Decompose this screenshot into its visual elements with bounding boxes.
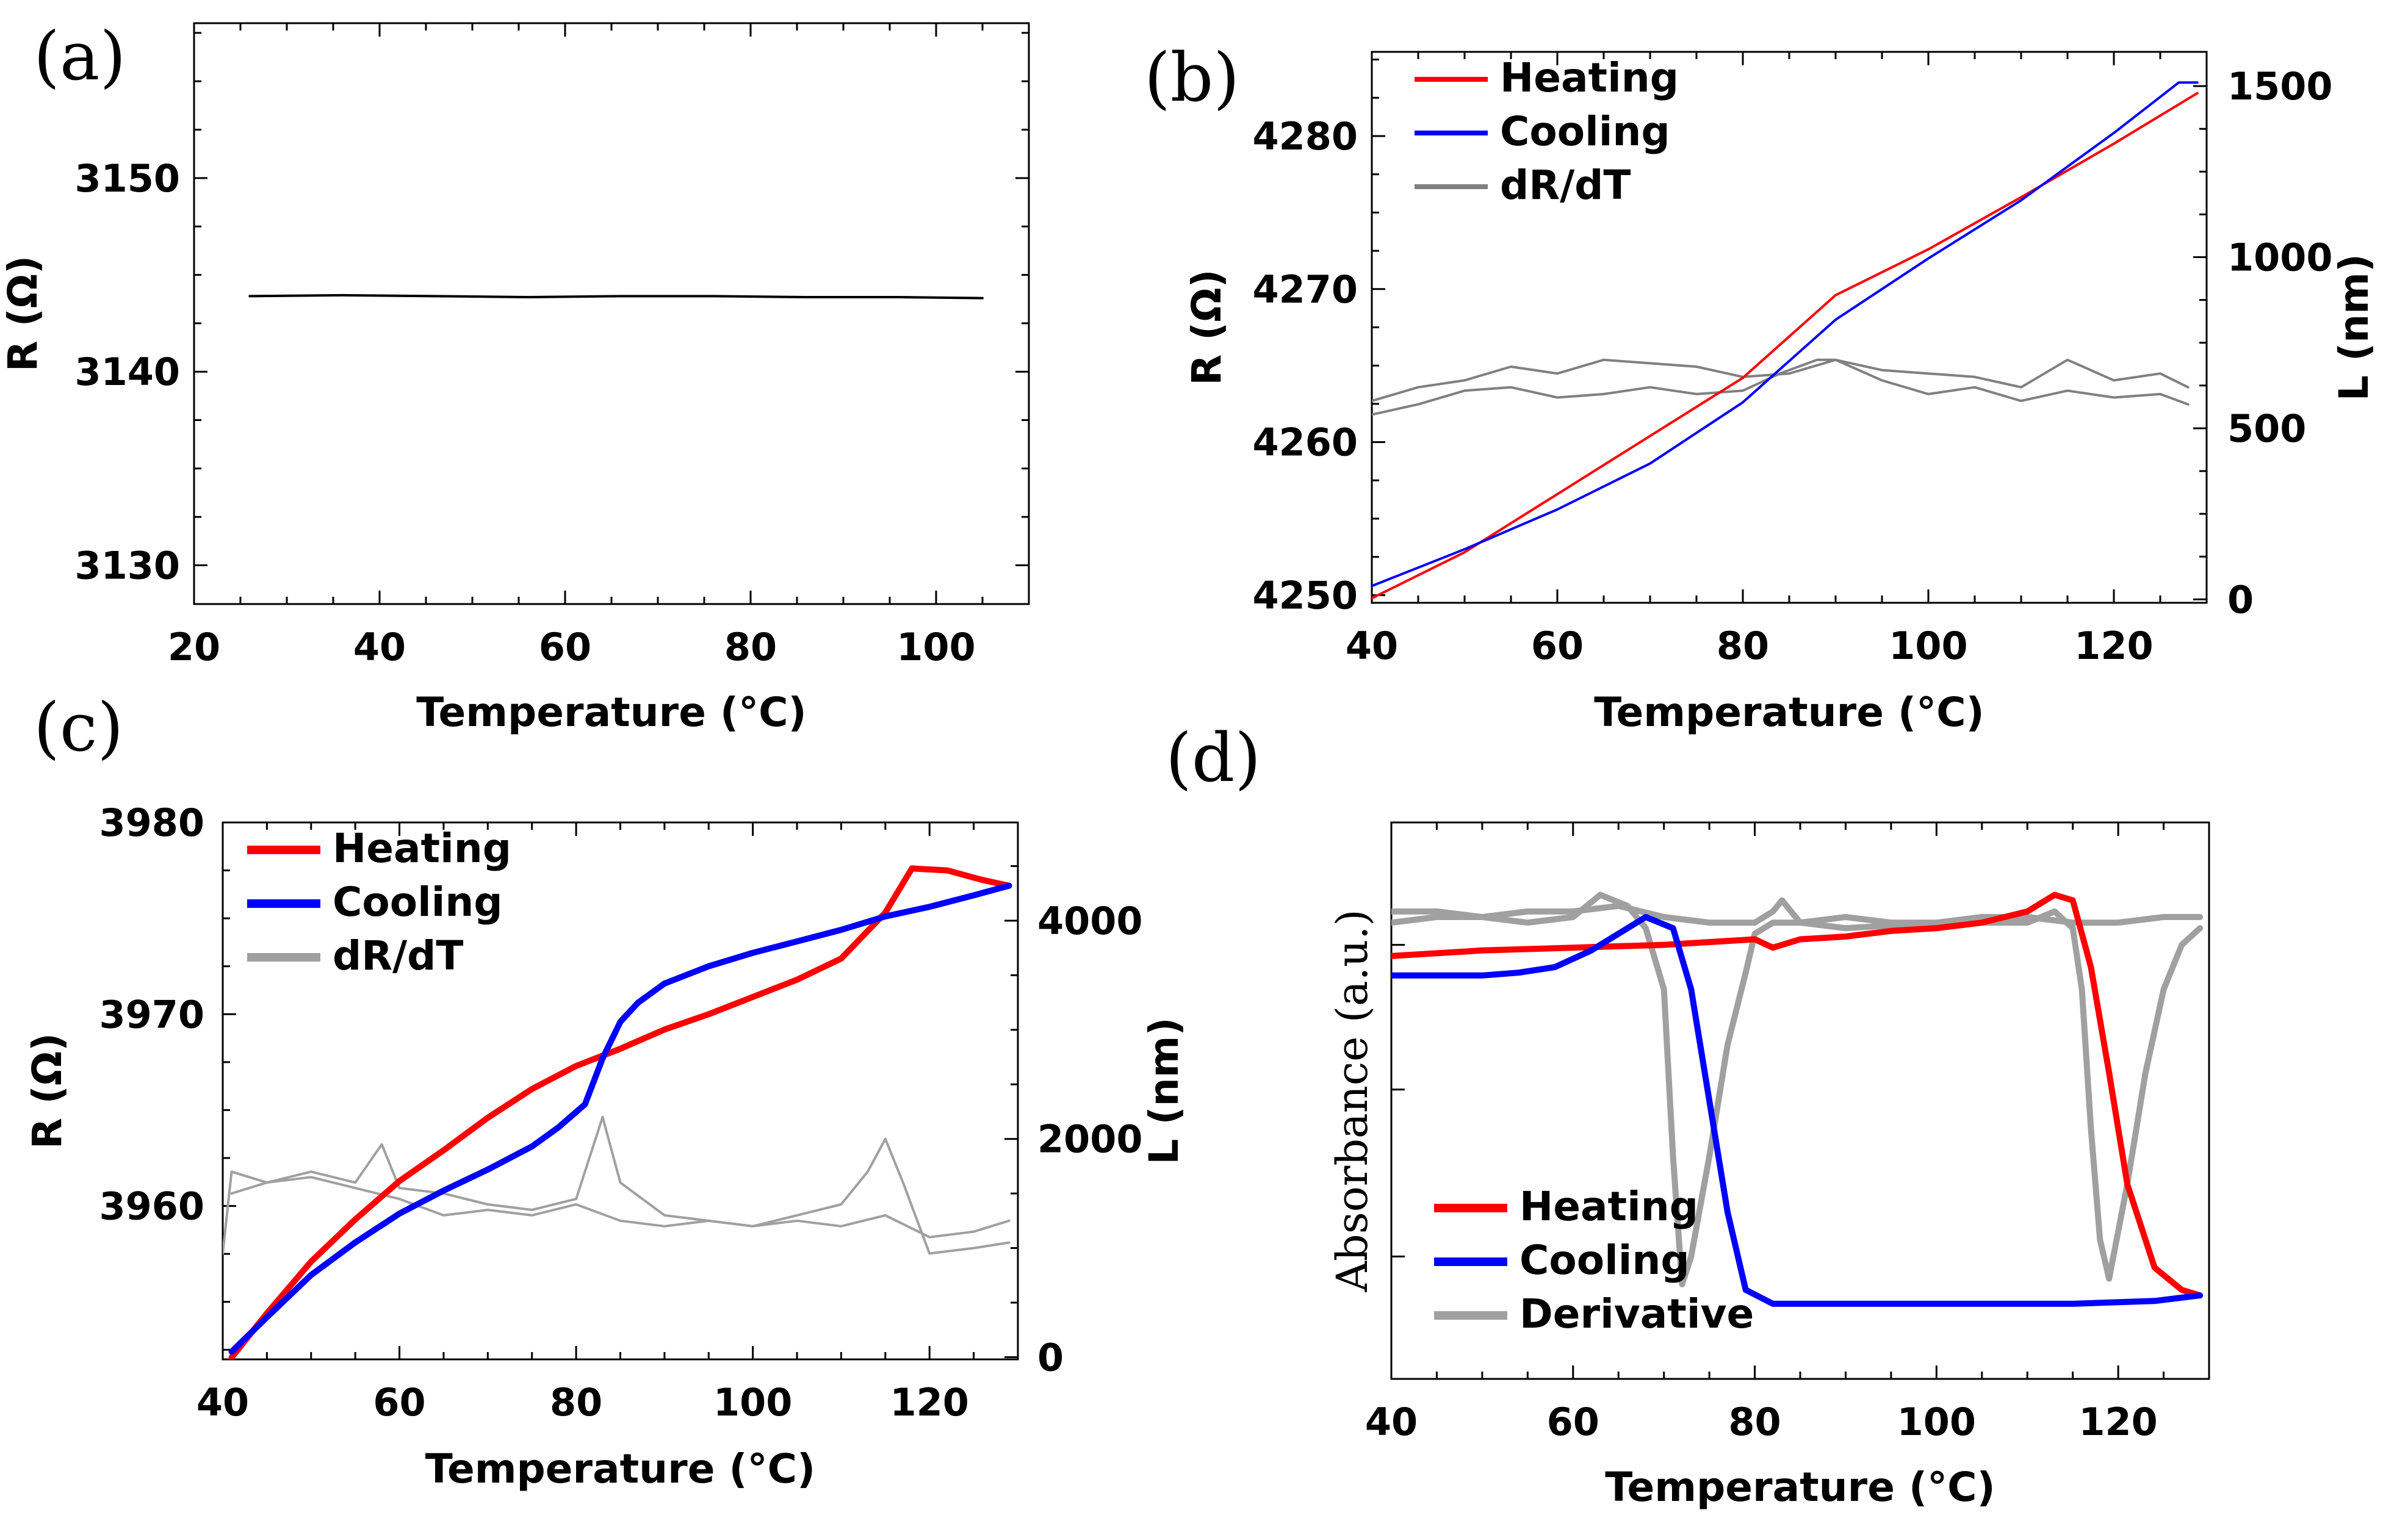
series-line-dr-dt-heating	[1372, 358, 2190, 416]
y-axis-title: R (Ω)	[1183, 269, 1230, 385]
series-line-cooling	[228, 882, 1012, 1355]
y-tick-label: 4270	[1252, 267, 1358, 312]
y-tick-label: 4250	[1252, 573, 1358, 617]
y-tick-label: 3130	[74, 544, 180, 588]
x-tick-label: 60	[539, 625, 591, 669]
x-tick-label: 100	[1897, 1400, 1976, 1444]
y2-axis-title: L (nm)	[1141, 1017, 1188, 1164]
x-tick-label: 80	[550, 1380, 602, 1425]
x-tick-label: 60	[373, 1380, 425, 1425]
panel-d: (d) 40 60 80 100 120 Temperature (°C) Absorbanc…	[1166, 719, 2210, 1511]
x-tick-label: 120	[2078, 1400, 2157, 1444]
series-line-heating	[228, 865, 1012, 1359]
x-tick-label: 80	[1728, 1400, 1781, 1444]
series-line-heating	[1372, 92, 2199, 600]
x-tick-label: 40	[1346, 624, 1398, 668]
y-axis-title: Absorbance (a.u.)	[1327, 909, 1377, 1292]
x-tick-label: 80	[1717, 624, 1769, 668]
x-axis-title: Temperature (°C)	[1605, 1464, 1995, 1511]
y2-tick-label: 0	[2227, 577, 2254, 622]
x-tick-label: 60	[1547, 1400, 1599, 1444]
x-axis-title: Temperature (°C)	[425, 1445, 815, 1492]
y-axis-title: R (Ω)	[0, 256, 46, 372]
series-line-dr-dt-cooling	[1372, 358, 2190, 403]
y2-tick-label: 4000	[1037, 899, 1143, 943]
legend-label: Cooling	[1519, 1237, 1690, 1284]
series-line-derivative-cooling	[1391, 897, 2204, 926]
x-tick-label: 80	[724, 625, 777, 669]
y-tick-label: 3970	[99, 992, 204, 1037]
series-line-cooling	[1372, 81, 2199, 588]
x-tick-label: 40	[196, 1380, 249, 1425]
series-line-cooling	[1391, 914, 2204, 1307]
panel-label-d: (d)	[1166, 719, 1261, 797]
y-tick-label: 3150	[74, 156, 180, 201]
x-axis-title: Temperature (°C)	[416, 689, 806, 736]
y-axis-title: R (Ω)	[24, 1033, 71, 1149]
y-tick-label: 3140	[74, 350, 180, 394]
y2-tick-label: 0	[1037, 1335, 1064, 1380]
legend-label: Heating	[1500, 54, 1679, 101]
panel-b: (b) 40 60 80 100 120 4250 4260 4270 4280 0 500 1000 1…	[1144, 38, 2377, 736]
legend-label: Cooling	[333, 879, 503, 926]
series-line-dr-dt-heating	[223, 1115, 1011, 1255]
legend-label: dR/dT	[333, 932, 463, 979]
x-axis-title: Temperature (°C)	[1594, 689, 1984, 736]
legend-label: Derivative	[1519, 1290, 1754, 1337]
legend-label: dR/dT	[1500, 162, 1631, 209]
y2-tick-label: 2000	[1037, 1117, 1143, 1162]
series-line-derivative-heating	[1391, 891, 2204, 1287]
y2-tick-label: 1500	[2227, 64, 2333, 109]
x-tick-label: 40	[1365, 1400, 1418, 1444]
y2-axis-title: L (nm)	[2330, 254, 2377, 401]
legend-label: Heating	[333, 825, 511, 872]
series-line-r	[248, 293, 984, 300]
panel-a: (a) 20 40 60 80 100 3130 3140 3150 Temperature (°…	[0, 17, 1030, 736]
x-tick-label: 100	[1889, 624, 1967, 668]
y-tick-label: 4280	[1252, 114, 1358, 159]
x-tick-label: 120	[2074, 624, 2153, 668]
y2-tick-label: 1000	[2227, 236, 2333, 280]
plot-frame-a	[193, 22, 1030, 605]
y-tick-label: 4260	[1252, 420, 1358, 465]
y-tick-label: 3980	[99, 800, 204, 845]
x-tick-label: 100	[713, 1380, 792, 1425]
series-line-dr-dt-cooling	[230, 1137, 1011, 1255]
x-tick-label: 100	[896, 625, 975, 669]
x-tick-label: 20	[168, 625, 220, 669]
y2-tick-label: 500	[2227, 406, 2306, 451]
legend-label: Cooling	[1500, 108, 1670, 155]
legend-label: Heating	[1519, 1183, 1698, 1230]
x-tick-label: 60	[1531, 624, 1584, 668]
y-tick-label: 3960	[99, 1184, 204, 1229]
x-tick-label: 40	[353, 625, 406, 669]
plot-frame-b	[1371, 51, 2208, 604]
panel-label-c: (c)	[34, 688, 123, 766]
x-tick-label: 120	[890, 1380, 969, 1425]
panel-label-b: (b)	[1144, 38, 1239, 117]
panel-label-a: (a)	[34, 17, 126, 95]
panel-c: (c) 40 60 80 100 120 3960 3970 3980 0 2000 4000 L (n…	[24, 688, 1188, 1492]
